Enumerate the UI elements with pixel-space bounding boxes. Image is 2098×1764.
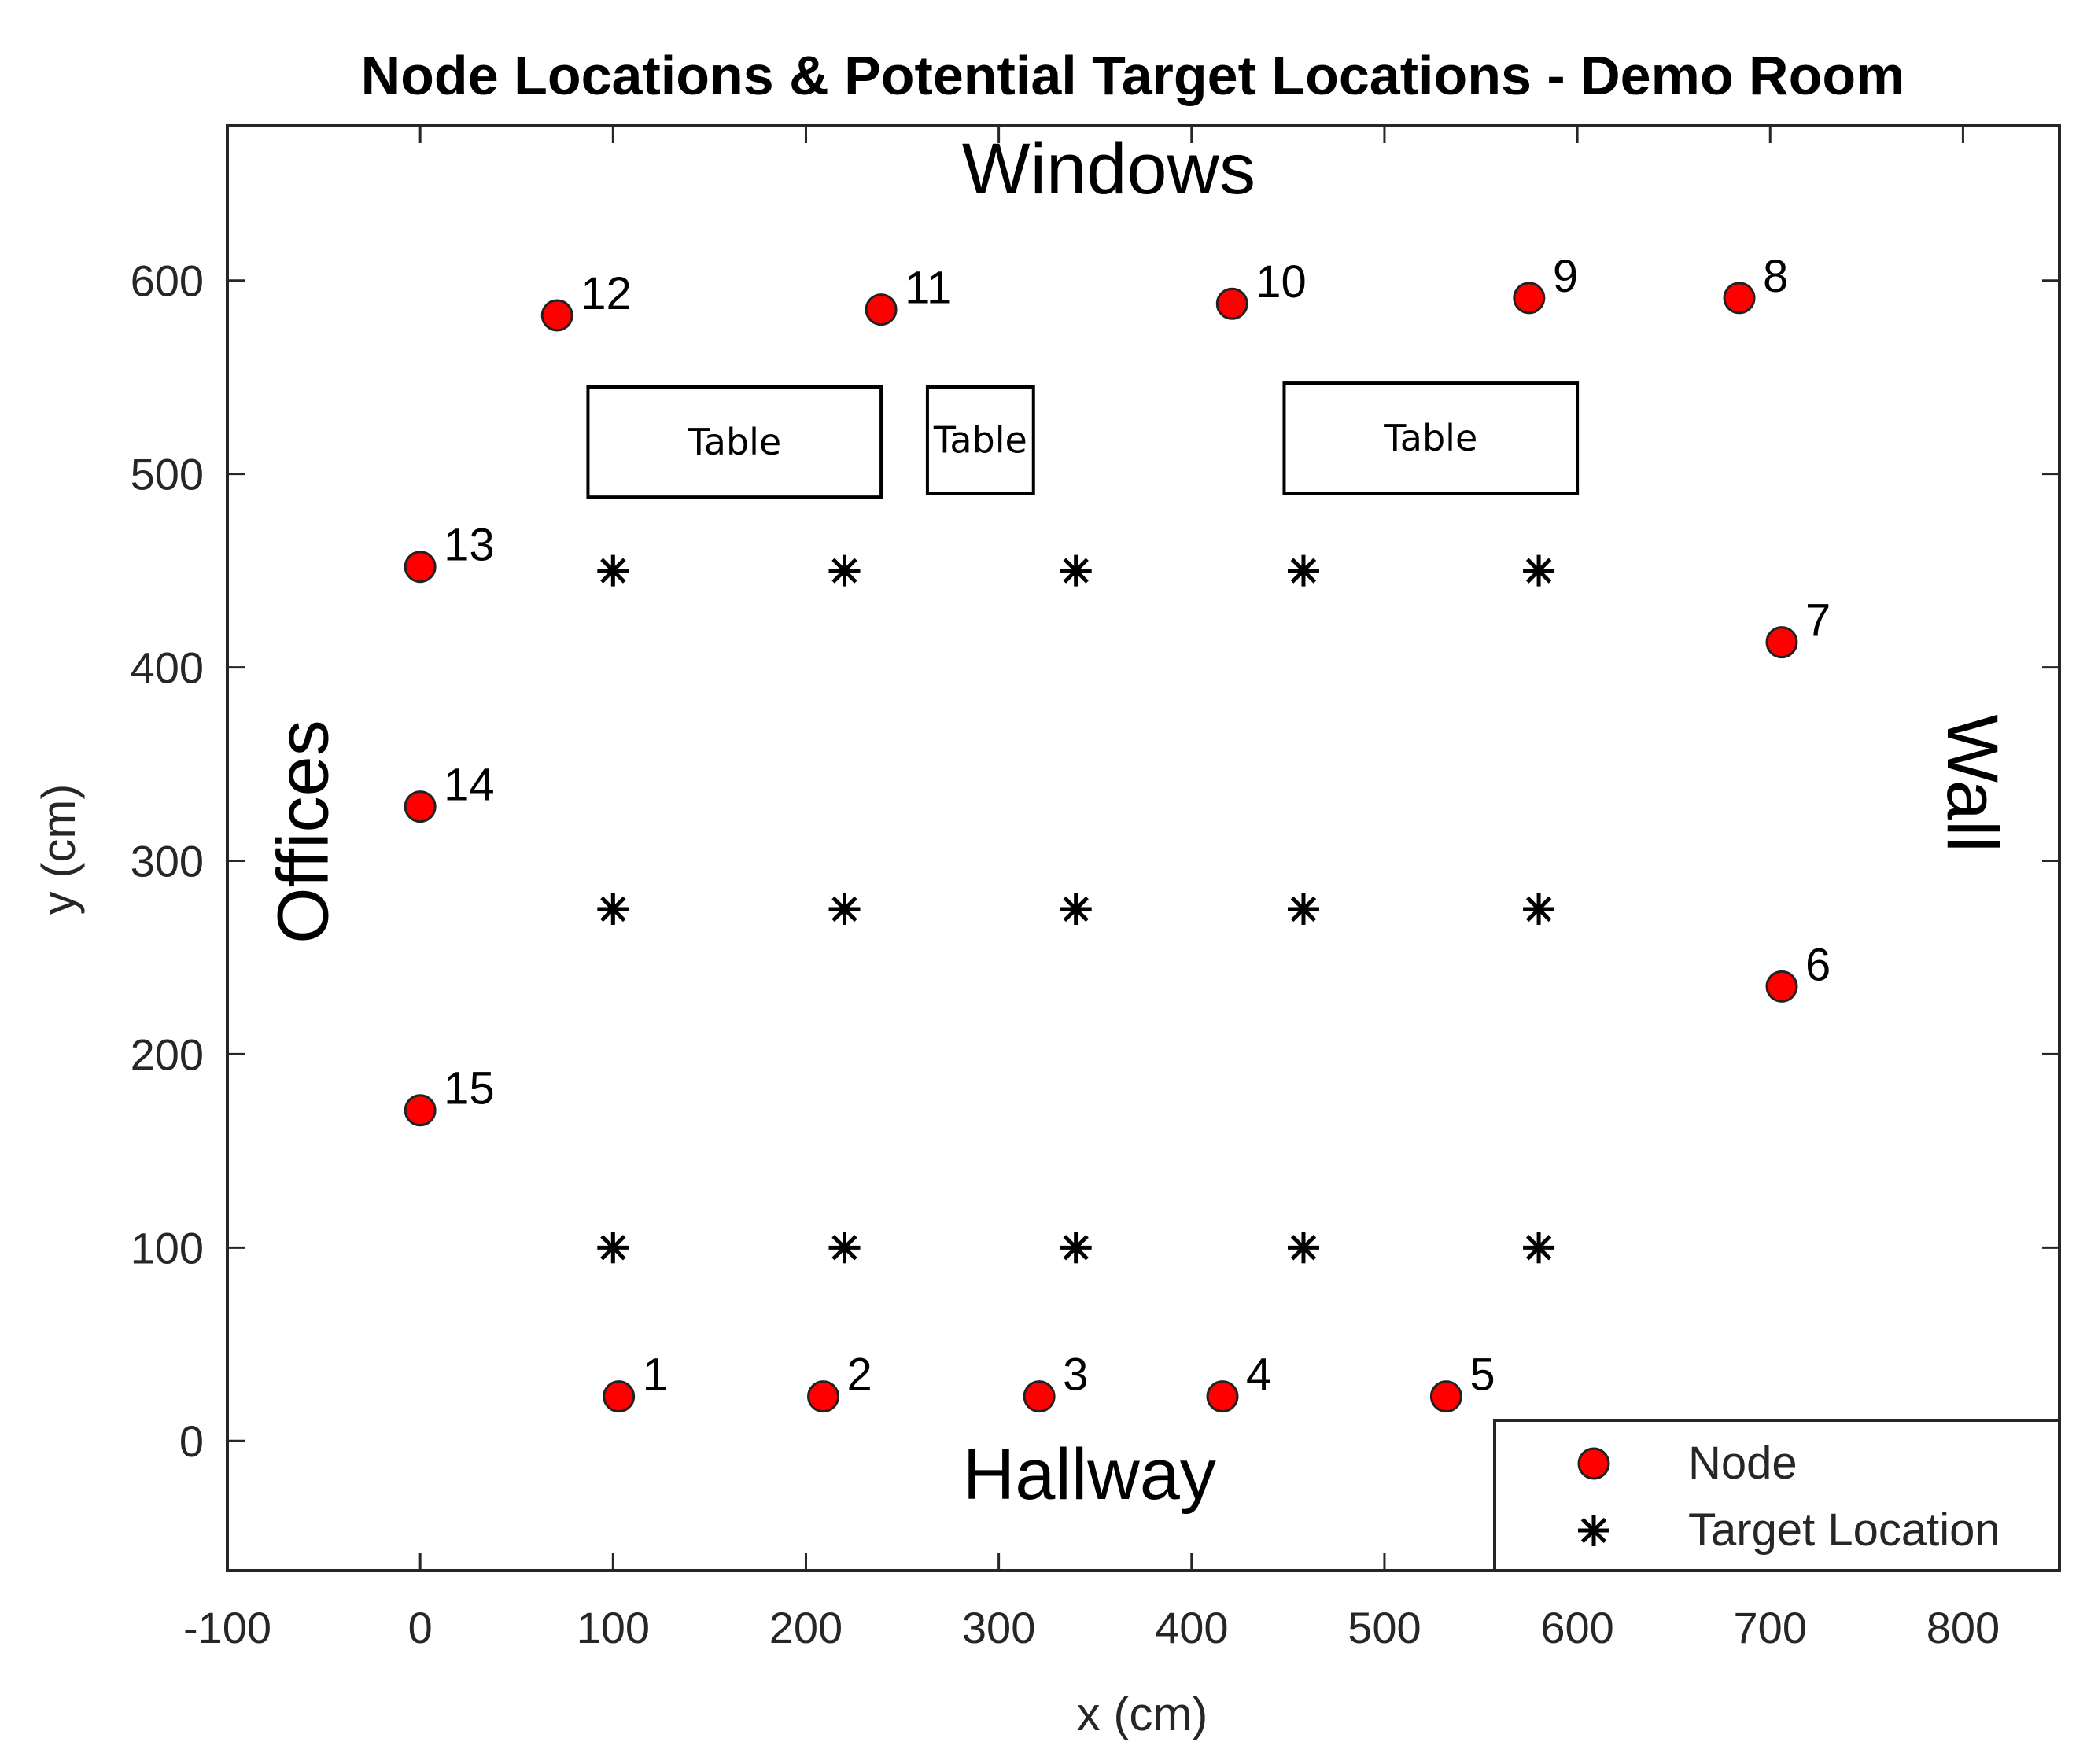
chart-title: Node Locations & Potential Target Locati… [361, 45, 1905, 106]
node-marker [807, 1380, 840, 1413]
target-location-marker [1523, 893, 1555, 925]
table-rect [1282, 381, 1580, 495]
y-tick-label: 200 [131, 1029, 204, 1079]
node-label: 12 [581, 268, 632, 319]
node-marker [1215, 287, 1248, 320]
axes-frame [226, 124, 2061, 1572]
y-axis-label: y (cm) [32, 784, 85, 915]
y-tick-label: 0 [179, 1416, 204, 1466]
target-location-marker [1287, 893, 1319, 925]
node-marker [1765, 626, 1798, 659]
target-location-marker [828, 1232, 861, 1264]
y-tick-label: 500 [131, 450, 204, 499]
table-rect [925, 385, 1035, 495]
target-location-marker [597, 893, 629, 925]
node-marker [1765, 970, 1798, 1003]
node-marker [865, 293, 898, 326]
node-marker [404, 1094, 437, 1127]
x-tick-label: 600 [1540, 1603, 1613, 1652]
target-location-marker [1523, 554, 1555, 587]
node-marker [540, 299, 573, 332]
y-tick-label: 600 [131, 256, 204, 306]
target-location-marker [828, 554, 861, 587]
node-marker [1206, 1380, 1239, 1413]
target-location-marker [597, 554, 629, 587]
y-tick-label: 300 [131, 836, 204, 886]
node-marker [603, 1380, 636, 1413]
x-tick-label: -100 [183, 1603, 271, 1652]
table-rect [586, 385, 883, 499]
node-label: 3 [1063, 1350, 1088, 1401]
room-annotation: Hallway [963, 1434, 1216, 1515]
target-location-marker [1287, 554, 1319, 587]
node-label: 10 [1255, 256, 1307, 308]
node-label: 4 [1246, 1350, 1271, 1401]
node-marker [1513, 282, 1546, 315]
legend-target-marker [1578, 1515, 1609, 1546]
node-marker [1023, 1380, 1056, 1413]
y-tick-label: 100 [131, 1223, 204, 1272]
x-tick-label: 100 [577, 1603, 650, 1652]
node-label: 1 [643, 1350, 668, 1401]
node-label: 6 [1805, 939, 1831, 990]
x-tick-label: 500 [1348, 1603, 1421, 1652]
legend-node-marker [1577, 1447, 1610, 1480]
node-label: 9 [1553, 251, 1578, 302]
legend-node-label: Node [1688, 1438, 1797, 1489]
node-label: 8 [1763, 251, 1788, 302]
legend-target-label: Target Location [1688, 1504, 2000, 1556]
x-tick-label: 200 [769, 1603, 843, 1652]
target-location-marker [828, 893, 861, 925]
x-tick-label: 0 [408, 1603, 433, 1652]
target-location-marker [1060, 1232, 1092, 1264]
room-annotation: Offices [263, 720, 343, 944]
target-location-marker [1060, 893, 1092, 925]
table-label: Table [933, 419, 1027, 462]
node-label: 2 [847, 1350, 872, 1401]
x-tick-label: 400 [1155, 1603, 1228, 1652]
x-tick-label: 300 [962, 1603, 1035, 1652]
node-label: 5 [1469, 1350, 1495, 1401]
target-location-marker [1523, 1232, 1555, 1264]
room-annotation: Windows [962, 129, 1255, 209]
room-annotation: Wall [1932, 714, 2012, 852]
table-label: Table [687, 421, 781, 463]
x-tick-label: 700 [1734, 1603, 1807, 1652]
node-label: 15 [444, 1063, 495, 1114]
x-tick-label: 800 [1927, 1603, 2000, 1652]
legend-box [1493, 1419, 2061, 1572]
table-label: Table [1383, 417, 1477, 459]
legend: Node Target Location [1493, 1419, 2061, 1572]
x-axis-label: x (cm) [1077, 1688, 1208, 1740]
target-location-marker [1060, 554, 1092, 587]
node-label: 13 [444, 520, 495, 571]
target-location-marker [1287, 1232, 1319, 1264]
node-marker [1429, 1380, 1462, 1413]
node-label: 11 [905, 263, 952, 314]
node-marker [1723, 282, 1756, 315]
node-marker [404, 551, 437, 584]
y-tick-label: 400 [131, 643, 204, 693]
node-marker [404, 790, 437, 823]
node-label: 14 [444, 760, 495, 811]
target-location-marker [597, 1232, 629, 1264]
node-label: 7 [1805, 595, 1831, 646]
plot-area: -100 0 100 200 300 400 500 600 700 800 0 100 200 300 4… [131, 124, 2061, 1652]
